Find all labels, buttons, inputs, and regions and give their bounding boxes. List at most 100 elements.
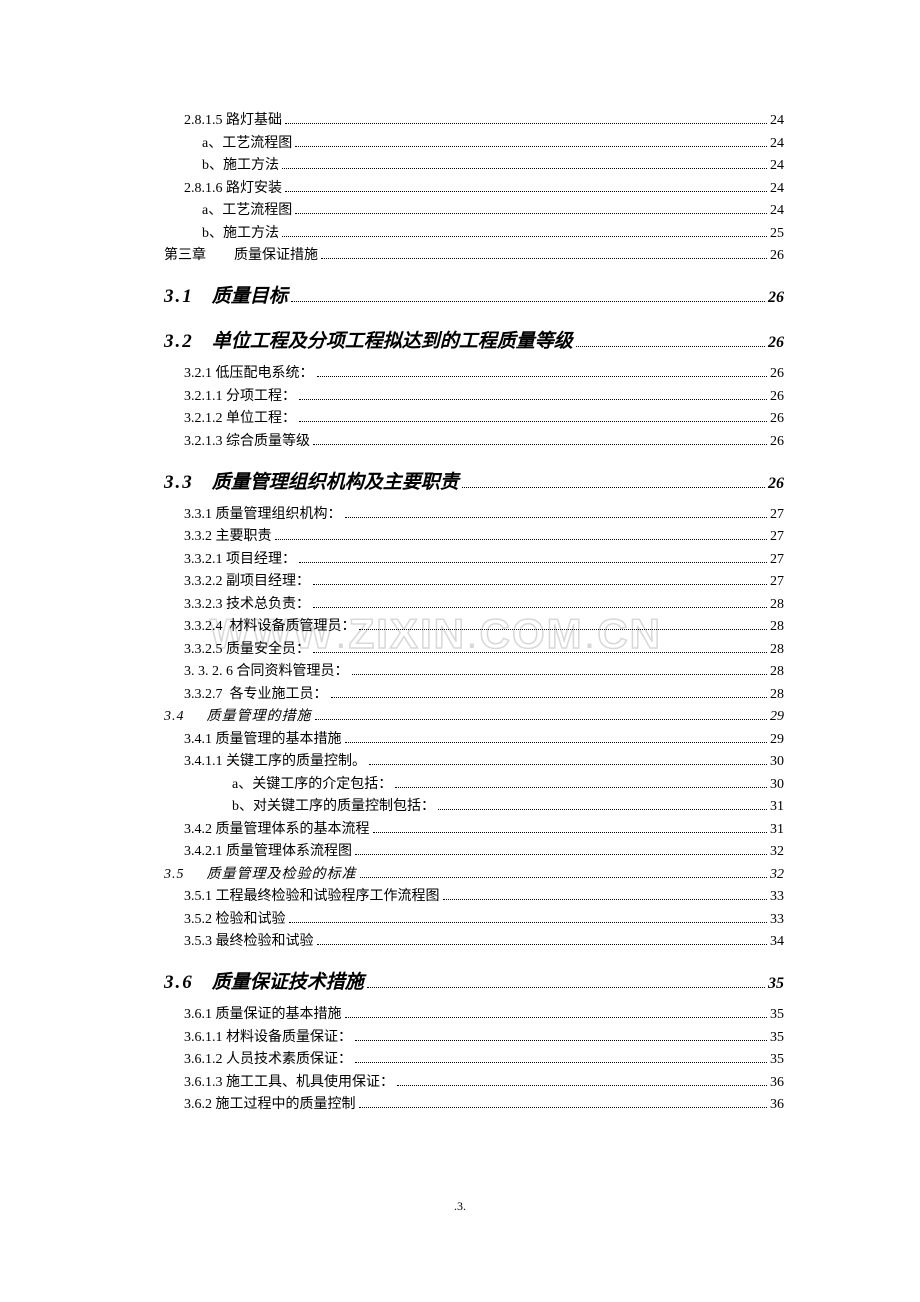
toc-page-number: 26: [770, 249, 784, 263]
toc-entry-label: 第三章 质量保证措施: [164, 249, 318, 263]
toc-dots: [313, 643, 767, 652]
toc-page-number: 28: [770, 620, 784, 634]
page-footer: .3.: [0, 1199, 920, 1214]
toc-entry: 3.3.2.1 项目经理：27: [164, 553, 784, 567]
toc-entry: 3.4.1 质量管理的基本措施29: [164, 733, 784, 747]
toc-dots: [285, 182, 767, 191]
toc-dots: [285, 115, 767, 124]
toc-entry: 3.2.1.3 综合质量等级26: [164, 435, 784, 449]
toc-entry-label: 3.3.2.2 副项目经理：: [184, 575, 310, 589]
toc-page-number: 32: [770, 868, 784, 882]
toc-dots: [295, 205, 767, 214]
toc-entry: 3.3.2.3 技术总负责：28: [164, 598, 784, 612]
toc-entry-label: 2.8.1.6 路灯安装: [184, 182, 282, 196]
toc-dots: [355, 846, 767, 855]
toc-dots: [331, 688, 768, 697]
toc-dots: [355, 1054, 767, 1063]
toc-dots: [321, 250, 767, 259]
toc-entry-label: 3.3.2.3 技术总负责：: [184, 598, 310, 612]
toc-entry-label: 3.6.1.1 材料设备质量保证：: [184, 1031, 352, 1045]
toc-entry-label: a、工艺流程图: [202, 137, 292, 151]
toc-dots: [345, 733, 768, 742]
toc-dots: [367, 974, 765, 988]
toc-dots: [345, 1009, 768, 1018]
toc-entry-label: 3.5质量管理及检验的标准: [164, 868, 357, 882]
toc-entry-label: 3.2.1 低压配电系统：: [184, 367, 314, 381]
toc-entry: 3.3.2 主要职责27: [164, 530, 784, 544]
toc-page-number: 28: [770, 643, 784, 657]
toc-dots: [317, 936, 768, 945]
toc-page-number: 29: [770, 710, 784, 724]
toc-dots: [275, 531, 768, 540]
toc-entry: b、对关键工序的质量控制包括：31: [164, 800, 784, 814]
toc-entry: 3.3.1 质量管理组织机构：27: [164, 508, 784, 522]
toc-heading-title: 质量目标: [212, 281, 288, 308]
toc-subheading: 3.5质量管理及检验的标准 32: [164, 868, 784, 882]
toc-heading: 3.6质量保证技术措施35: [164, 967, 784, 994]
toc-entry-label: 3.4.1.1 关键工序的质量控制。: [184, 755, 366, 769]
toc-page-number: 28: [770, 665, 784, 679]
toc-dots: [313, 435, 767, 444]
toc-entry: 3.6.1.1 材料设备质量保证：35: [164, 1031, 784, 1045]
toc-page-number: 26: [770, 435, 784, 449]
toc-entry-label: 3.4.1 质量管理的基本措施: [184, 733, 342, 747]
toc-entry-label: 2.8.1.5 路灯基础: [184, 114, 282, 128]
toc-dots: [369, 756, 767, 765]
toc-dots: [291, 288, 765, 302]
toc-heading-title: 单位工程及分项工程拟达到的工程质量等级: [212, 326, 573, 353]
toc-dots: [313, 598, 767, 607]
toc-heading-number: 3.6: [164, 972, 194, 994]
toc-entry: b、施工方法25: [164, 227, 784, 241]
toc-page-number: 27: [770, 508, 784, 522]
toc-entry: 3.5.1 工程最终检验和试验程序工作流程图33: [164, 890, 784, 904]
toc-heading-title: 质量管理组织机构及主要职责: [212, 467, 459, 494]
toc-dots: [359, 1099, 768, 1108]
toc-entry-label: 3.3.2.1 项目经理：: [184, 553, 296, 567]
toc-page-number: 35: [770, 1053, 784, 1067]
toc-entry: 3. 3. 2. 6 合同资料管理员： 28: [164, 665, 784, 679]
toc-heading-number: 3.3: [164, 472, 194, 494]
toc-entry-label: 3.5.2 检验和试验: [184, 913, 286, 927]
toc-dots: [359, 621, 768, 630]
toc-entry-label: a、工艺流程图: [202, 204, 292, 218]
toc-entry-label: 3.4.2.1 质量管理体系流程图: [184, 845, 352, 859]
toc-page-number: 31: [770, 800, 784, 814]
toc-page-number: 27: [770, 575, 784, 589]
toc-page-number: 36: [770, 1098, 784, 1112]
toc-heading-number: 3.1: [164, 286, 194, 308]
toc-entry: 2.8.1.6 路灯安装 24: [164, 182, 784, 196]
toc-page-number: 34: [770, 935, 784, 949]
toc-entry: 3.3.2.4 材料设备质管理员：28: [164, 620, 784, 634]
toc-entry-label: 3.2.1.2 单位工程：: [184, 412, 296, 426]
toc-page-number: 26: [770, 412, 784, 426]
toc-entry-label: 3.3.2.5 质量安全员：: [184, 643, 310, 657]
toc-entry: 3.5.3 最终检验和试验34: [164, 935, 784, 949]
toc-dots: [345, 508, 768, 517]
toc-subheading: 3.4质量管理的措施29: [164, 710, 784, 724]
toc-dots: [313, 576, 767, 585]
toc-entry-label: b、施工方法: [202, 227, 279, 241]
toc-page-number: 30: [770, 755, 784, 769]
toc-dots: [352, 666, 768, 675]
toc-entry-label: 3.6.1 质量保证的基本措施: [184, 1008, 342, 1022]
toc-page-number: 26: [768, 289, 784, 307]
toc-entry-label: 3. 3. 2. 6 合同资料管理员：: [184, 665, 349, 679]
toc-dots: [355, 1031, 767, 1040]
toc-entry-label: 3.6.1.2 人员技术素质保证：: [184, 1053, 352, 1067]
toc-page-number: 28: [770, 688, 784, 702]
toc-entry: 第三章 质量保证措施 26: [164, 249, 784, 263]
toc-dots: [299, 390, 767, 399]
toc-page-number: 24: [770, 182, 784, 196]
toc-page-number: 26: [770, 367, 784, 381]
toc-dots: [295, 137, 767, 146]
toc-dots: [576, 333, 765, 347]
page: WWW.ZIXIN.COM.CN 2.8.1.5 路灯基础24a、工艺流程图24…: [0, 0, 920, 1302]
toc-dots: [373, 823, 768, 832]
toc-page-number: 31: [770, 823, 784, 837]
toc-page-number: 26: [768, 475, 784, 493]
toc-dots: [289, 913, 768, 922]
toc-entry: a、关键工序的介定包括：30: [164, 778, 784, 792]
toc-entry-label: a、关键工序的介定包括：: [232, 778, 392, 792]
toc-entry: 3.2.1.1 分项工程：26: [164, 390, 784, 404]
toc-page-number: 24: [770, 204, 784, 218]
